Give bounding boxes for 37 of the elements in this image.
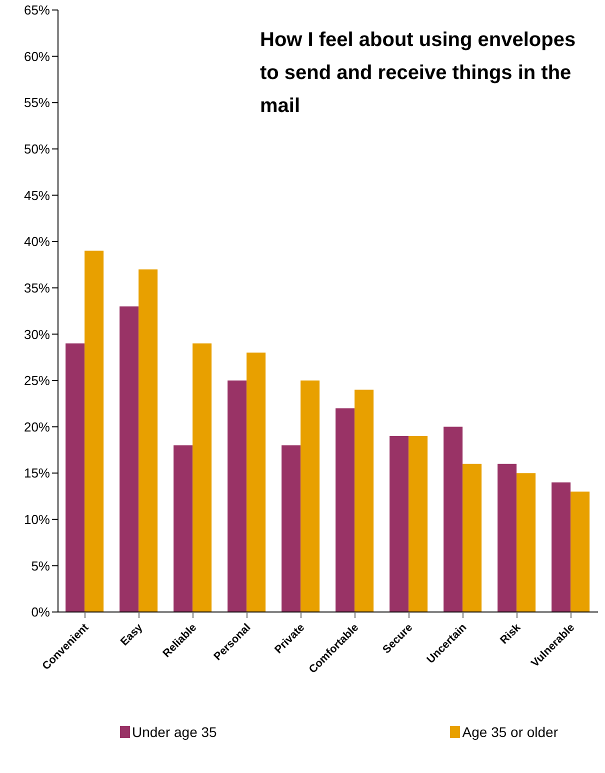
y-tick-label: 45% [24,188,50,203]
y-tick-label: 5% [31,558,50,574]
bar [552,482,571,612]
bar [390,436,409,612]
bar [516,473,536,612]
bar [228,380,247,612]
bar [66,343,85,612]
bar [336,408,355,612]
y-tick-label: 30% [24,326,50,342]
bar [498,464,517,612]
y-tick-label: 0% [31,604,50,620]
bar [354,390,374,612]
bar [174,445,193,612]
bar [408,436,428,612]
y-tick-label: 55% [24,95,50,110]
text: How I feel about using envelopes to send and receive things in the mail [260,28,577,119]
bar [300,380,320,612]
bar [462,464,482,612]
y-tick-label: 15% [24,466,50,481]
bar [444,426,463,612]
y-tick-label: 60% [24,48,50,64]
bar [282,445,301,612]
bar [120,306,139,612]
y-tick-label: 10% [24,512,50,527]
legend-label: Age 35 or older [462,724,558,740]
y-tick-label: 65% [24,2,50,18]
y-tick-label: 20% [24,419,50,434]
bar [84,250,104,612]
y-tick-label: 35% [24,280,50,296]
bar [246,352,266,612]
legend-label: Under age 35 [132,724,217,740]
bar [192,343,212,612]
y-tick-label: 25% [24,373,50,388]
bar [570,492,590,612]
bar [138,269,158,612]
y-tick-label: 40% [24,234,50,250]
y-tick-label: 50% [24,142,50,157]
